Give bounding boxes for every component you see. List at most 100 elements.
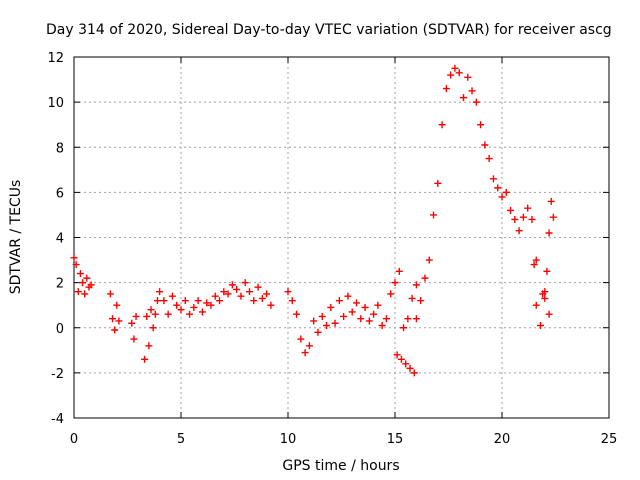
data-point [203, 299, 211, 307]
data-point [507, 206, 515, 214]
data-point [143, 312, 151, 320]
x-axis-ticks: 0 5 10 15 20 25 [70, 57, 617, 447]
data-point [293, 310, 301, 318]
y-tick-label: 12 [47, 51, 64, 66]
data-point [331, 319, 339, 327]
data-point [541, 294, 549, 302]
x-tick-label: 10 [280, 432, 297, 447]
data-point [494, 184, 502, 192]
data-point [468, 87, 476, 95]
y-tick-label: 4 [56, 232, 64, 247]
data-point [412, 281, 420, 289]
data-point [404, 315, 412, 323]
data-point [128, 319, 136, 327]
data-point [164, 310, 172, 318]
data-point [72, 261, 80, 269]
data-point [382, 315, 390, 323]
data-point [397, 355, 405, 363]
data-point [130, 335, 138, 343]
y-tick-label: 0 [56, 322, 64, 337]
data-point [511, 215, 519, 223]
data-point [207, 301, 215, 309]
data-point [224, 290, 232, 298]
data-point [539, 290, 547, 298]
data-point [211, 292, 219, 300]
data-point [417, 297, 425, 305]
data-point [410, 369, 418, 377]
data-point [147, 306, 155, 314]
data-point [485, 155, 493, 163]
data-point [455, 69, 463, 77]
data-point [459, 94, 467, 102]
data-point [545, 229, 553, 237]
data-point [216, 297, 224, 305]
data-point [374, 301, 382, 309]
data-point [314, 328, 322, 336]
data-point [87, 281, 95, 289]
data-point [168, 292, 176, 300]
data-point [288, 297, 296, 305]
data-point [153, 297, 161, 305]
data-point [79, 279, 87, 287]
data-point [109, 315, 117, 323]
data-point [395, 267, 403, 275]
data-point [106, 290, 114, 298]
data-point [267, 301, 275, 309]
data-point [151, 310, 159, 318]
data-point [528, 215, 536, 223]
x-tick-label: 20 [494, 432, 511, 447]
data-point [263, 290, 271, 298]
data-point [406, 364, 414, 372]
data-point [323, 321, 331, 329]
data-point [149, 324, 157, 332]
data-point [113, 301, 121, 309]
data-point [76, 270, 84, 278]
data-point [361, 303, 369, 311]
data-point [477, 121, 485, 129]
chart-title: Day 314 of 2020, Sidereal Day-to-day VTE… [46, 22, 612, 38]
data-point [111, 326, 119, 334]
data-point [387, 290, 395, 298]
data-point [198, 308, 206, 316]
data-point [393, 351, 401, 359]
data-point [70, 254, 78, 262]
data-point [408, 294, 416, 302]
y-tick-label: -4 [51, 412, 64, 427]
x-tick-label: 5 [177, 432, 185, 447]
data-point [365, 317, 373, 325]
data-point [250, 297, 258, 305]
data-point [502, 188, 510, 196]
data-point [318, 312, 326, 320]
data-point [220, 288, 228, 296]
data-point [378, 321, 386, 329]
data-point [81, 290, 89, 298]
data-point [442, 85, 450, 93]
data-point [228, 281, 236, 289]
data-point [177, 306, 185, 314]
data-point [430, 211, 438, 219]
data-point [83, 274, 91, 282]
y-axis-label: SDTVAR / TECUs [8, 180, 24, 295]
data-point [254, 283, 262, 291]
data-point [145, 342, 153, 350]
x-axis-label: GPS time / hours [282, 458, 399, 474]
data-point [310, 317, 318, 325]
data-point [425, 256, 433, 264]
data-point [115, 317, 123, 325]
data-point [421, 274, 429, 282]
data-point [543, 267, 551, 275]
data-point [447, 71, 455, 79]
data-point [402, 360, 410, 368]
data-point [335, 297, 343, 305]
data-point [156, 288, 164, 296]
data-point [370, 310, 378, 318]
y-tick-label: 8 [56, 141, 64, 156]
data-point [348, 308, 356, 316]
data-point [451, 64, 459, 72]
data-point [391, 279, 399, 287]
data-point [489, 175, 497, 183]
data-point [74, 288, 82, 296]
data-point [141, 355, 149, 363]
data-point [481, 141, 489, 149]
